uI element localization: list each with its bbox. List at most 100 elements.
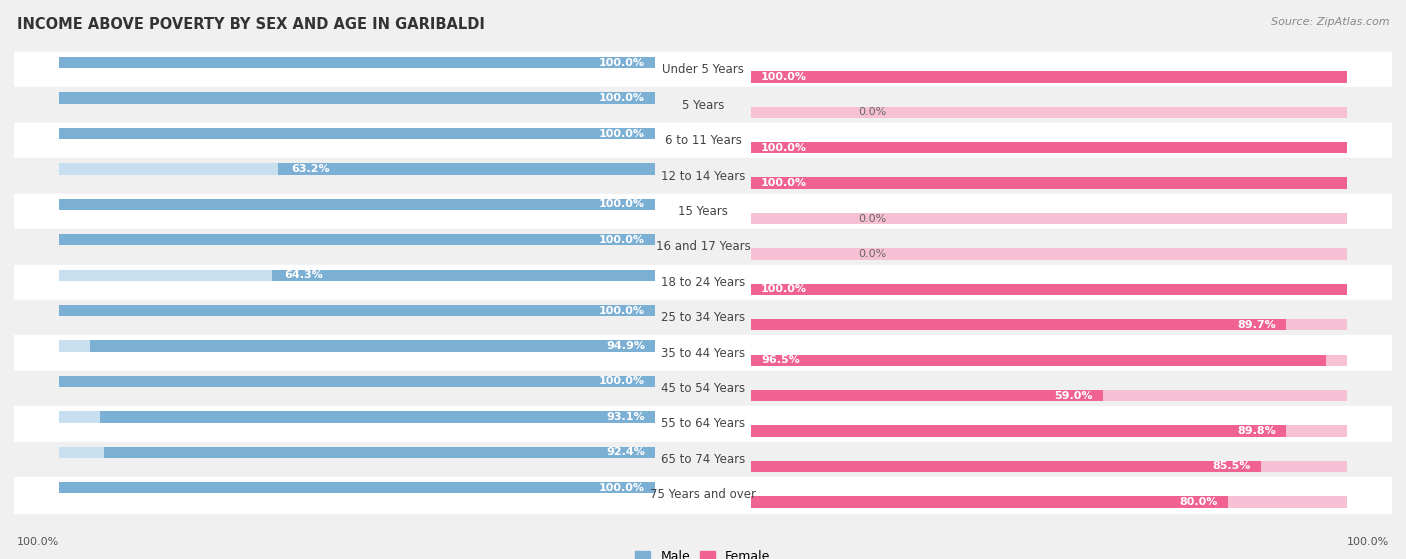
Text: 100.0%: 100.0% bbox=[761, 143, 807, 153]
Bar bbox=[14, 406, 1392, 442]
Bar bbox=[751, 319, 1285, 330]
Text: 100.0%: 100.0% bbox=[17, 537, 59, 547]
Text: 100.0%: 100.0% bbox=[761, 285, 807, 295]
Text: 100.0%: 100.0% bbox=[599, 306, 645, 316]
Text: 12 to 14 Years: 12 to 14 Years bbox=[661, 169, 745, 183]
Bar bbox=[751, 284, 1347, 295]
Bar bbox=[751, 142, 1347, 153]
Text: 25 to 34 Years: 25 to 34 Years bbox=[661, 311, 745, 324]
Text: 100.0%: 100.0% bbox=[599, 376, 645, 386]
Text: 89.7%: 89.7% bbox=[1237, 320, 1275, 330]
Text: 92.4%: 92.4% bbox=[606, 447, 645, 457]
Bar bbox=[751, 142, 1347, 153]
Bar bbox=[59, 447, 655, 458]
Bar bbox=[14, 477, 1392, 513]
Text: 0.0%: 0.0% bbox=[859, 214, 887, 224]
Text: 96.5%: 96.5% bbox=[761, 355, 800, 365]
Text: 100.0%: 100.0% bbox=[599, 483, 645, 492]
Bar bbox=[751, 319, 1347, 330]
Bar bbox=[14, 123, 1392, 158]
Text: 89.8%: 89.8% bbox=[1237, 426, 1277, 436]
Bar bbox=[59, 198, 655, 210]
Bar bbox=[14, 442, 1392, 477]
Bar bbox=[59, 305, 655, 316]
Text: 65 to 74 Years: 65 to 74 Years bbox=[661, 453, 745, 466]
Bar bbox=[14, 194, 1392, 229]
Bar bbox=[751, 248, 1347, 259]
Text: 18 to 24 Years: 18 to 24 Years bbox=[661, 276, 745, 289]
Bar bbox=[59, 340, 655, 352]
Bar bbox=[14, 335, 1392, 371]
Text: 75 Years and over: 75 Years and over bbox=[650, 489, 756, 501]
Text: 100.0%: 100.0% bbox=[599, 200, 645, 210]
Bar bbox=[751, 425, 1286, 437]
Bar bbox=[751, 71, 1347, 83]
Text: 16 and 17 Years: 16 and 17 Years bbox=[655, 240, 751, 253]
Bar bbox=[59, 482, 655, 494]
Bar bbox=[90, 340, 655, 352]
Bar bbox=[751, 107, 1347, 118]
Bar bbox=[59, 234, 655, 245]
Bar bbox=[59, 163, 655, 174]
Text: 55 to 64 Years: 55 to 64 Years bbox=[661, 418, 745, 430]
Legend: Male, Female: Male, Female bbox=[630, 546, 776, 559]
Text: 85.5%: 85.5% bbox=[1212, 462, 1251, 471]
Bar bbox=[751, 496, 1347, 508]
Bar bbox=[59, 234, 655, 245]
Bar bbox=[59, 128, 655, 139]
Bar bbox=[59, 198, 655, 210]
Text: INCOME ABOVE POVERTY BY SEX AND AGE IN GARIBALDI: INCOME ABOVE POVERTY BY SEX AND AGE IN G… bbox=[17, 17, 485, 32]
Text: 100.0%: 100.0% bbox=[761, 178, 807, 188]
Text: 80.0%: 80.0% bbox=[1180, 497, 1218, 507]
Bar bbox=[751, 177, 1347, 189]
Text: 93.1%: 93.1% bbox=[606, 412, 645, 422]
Bar bbox=[59, 376, 655, 387]
Bar bbox=[751, 461, 1261, 472]
Bar bbox=[751, 390, 1102, 401]
Bar bbox=[751, 71, 1347, 83]
Bar bbox=[59, 57, 655, 68]
Bar bbox=[14, 229, 1392, 264]
Bar bbox=[14, 52, 1392, 88]
Bar bbox=[59, 376, 655, 387]
Bar bbox=[14, 264, 1392, 300]
Text: 15 Years: 15 Years bbox=[678, 205, 728, 218]
Bar bbox=[751, 177, 1347, 189]
Bar bbox=[751, 425, 1347, 437]
Bar bbox=[751, 213, 1347, 224]
Bar bbox=[100, 411, 655, 423]
Text: 0.0%: 0.0% bbox=[859, 107, 887, 117]
Text: Under 5 Years: Under 5 Years bbox=[662, 63, 744, 76]
Bar bbox=[59, 92, 655, 104]
Bar bbox=[751, 284, 1347, 295]
Text: 100.0%: 100.0% bbox=[761, 72, 807, 82]
Text: 64.3%: 64.3% bbox=[284, 270, 323, 280]
Text: 100.0%: 100.0% bbox=[1347, 537, 1389, 547]
Bar bbox=[59, 411, 655, 423]
Bar bbox=[751, 390, 1347, 401]
Text: 100.0%: 100.0% bbox=[599, 58, 645, 68]
Text: 100.0%: 100.0% bbox=[599, 93, 645, 103]
Text: 94.9%: 94.9% bbox=[606, 341, 645, 351]
Bar bbox=[59, 482, 655, 494]
Bar bbox=[271, 269, 655, 281]
Bar bbox=[14, 371, 1392, 406]
Text: 6 to 11 Years: 6 to 11 Years bbox=[665, 134, 741, 147]
Text: 59.0%: 59.0% bbox=[1054, 391, 1092, 401]
Text: 35 to 44 Years: 35 to 44 Years bbox=[661, 347, 745, 359]
Bar bbox=[59, 269, 655, 281]
Text: Source: ZipAtlas.com: Source: ZipAtlas.com bbox=[1271, 17, 1389, 27]
Bar bbox=[104, 447, 655, 458]
Bar bbox=[59, 305, 655, 316]
Text: 45 to 54 Years: 45 to 54 Years bbox=[661, 382, 745, 395]
Bar bbox=[14, 158, 1392, 194]
Bar bbox=[751, 461, 1347, 472]
Text: 0.0%: 0.0% bbox=[859, 249, 887, 259]
Text: 100.0%: 100.0% bbox=[599, 129, 645, 139]
Bar bbox=[59, 57, 655, 68]
Bar bbox=[59, 92, 655, 104]
Bar bbox=[751, 354, 1326, 366]
Text: 63.2%: 63.2% bbox=[291, 164, 330, 174]
Bar bbox=[751, 354, 1347, 366]
Text: 5 Years: 5 Years bbox=[682, 99, 724, 112]
